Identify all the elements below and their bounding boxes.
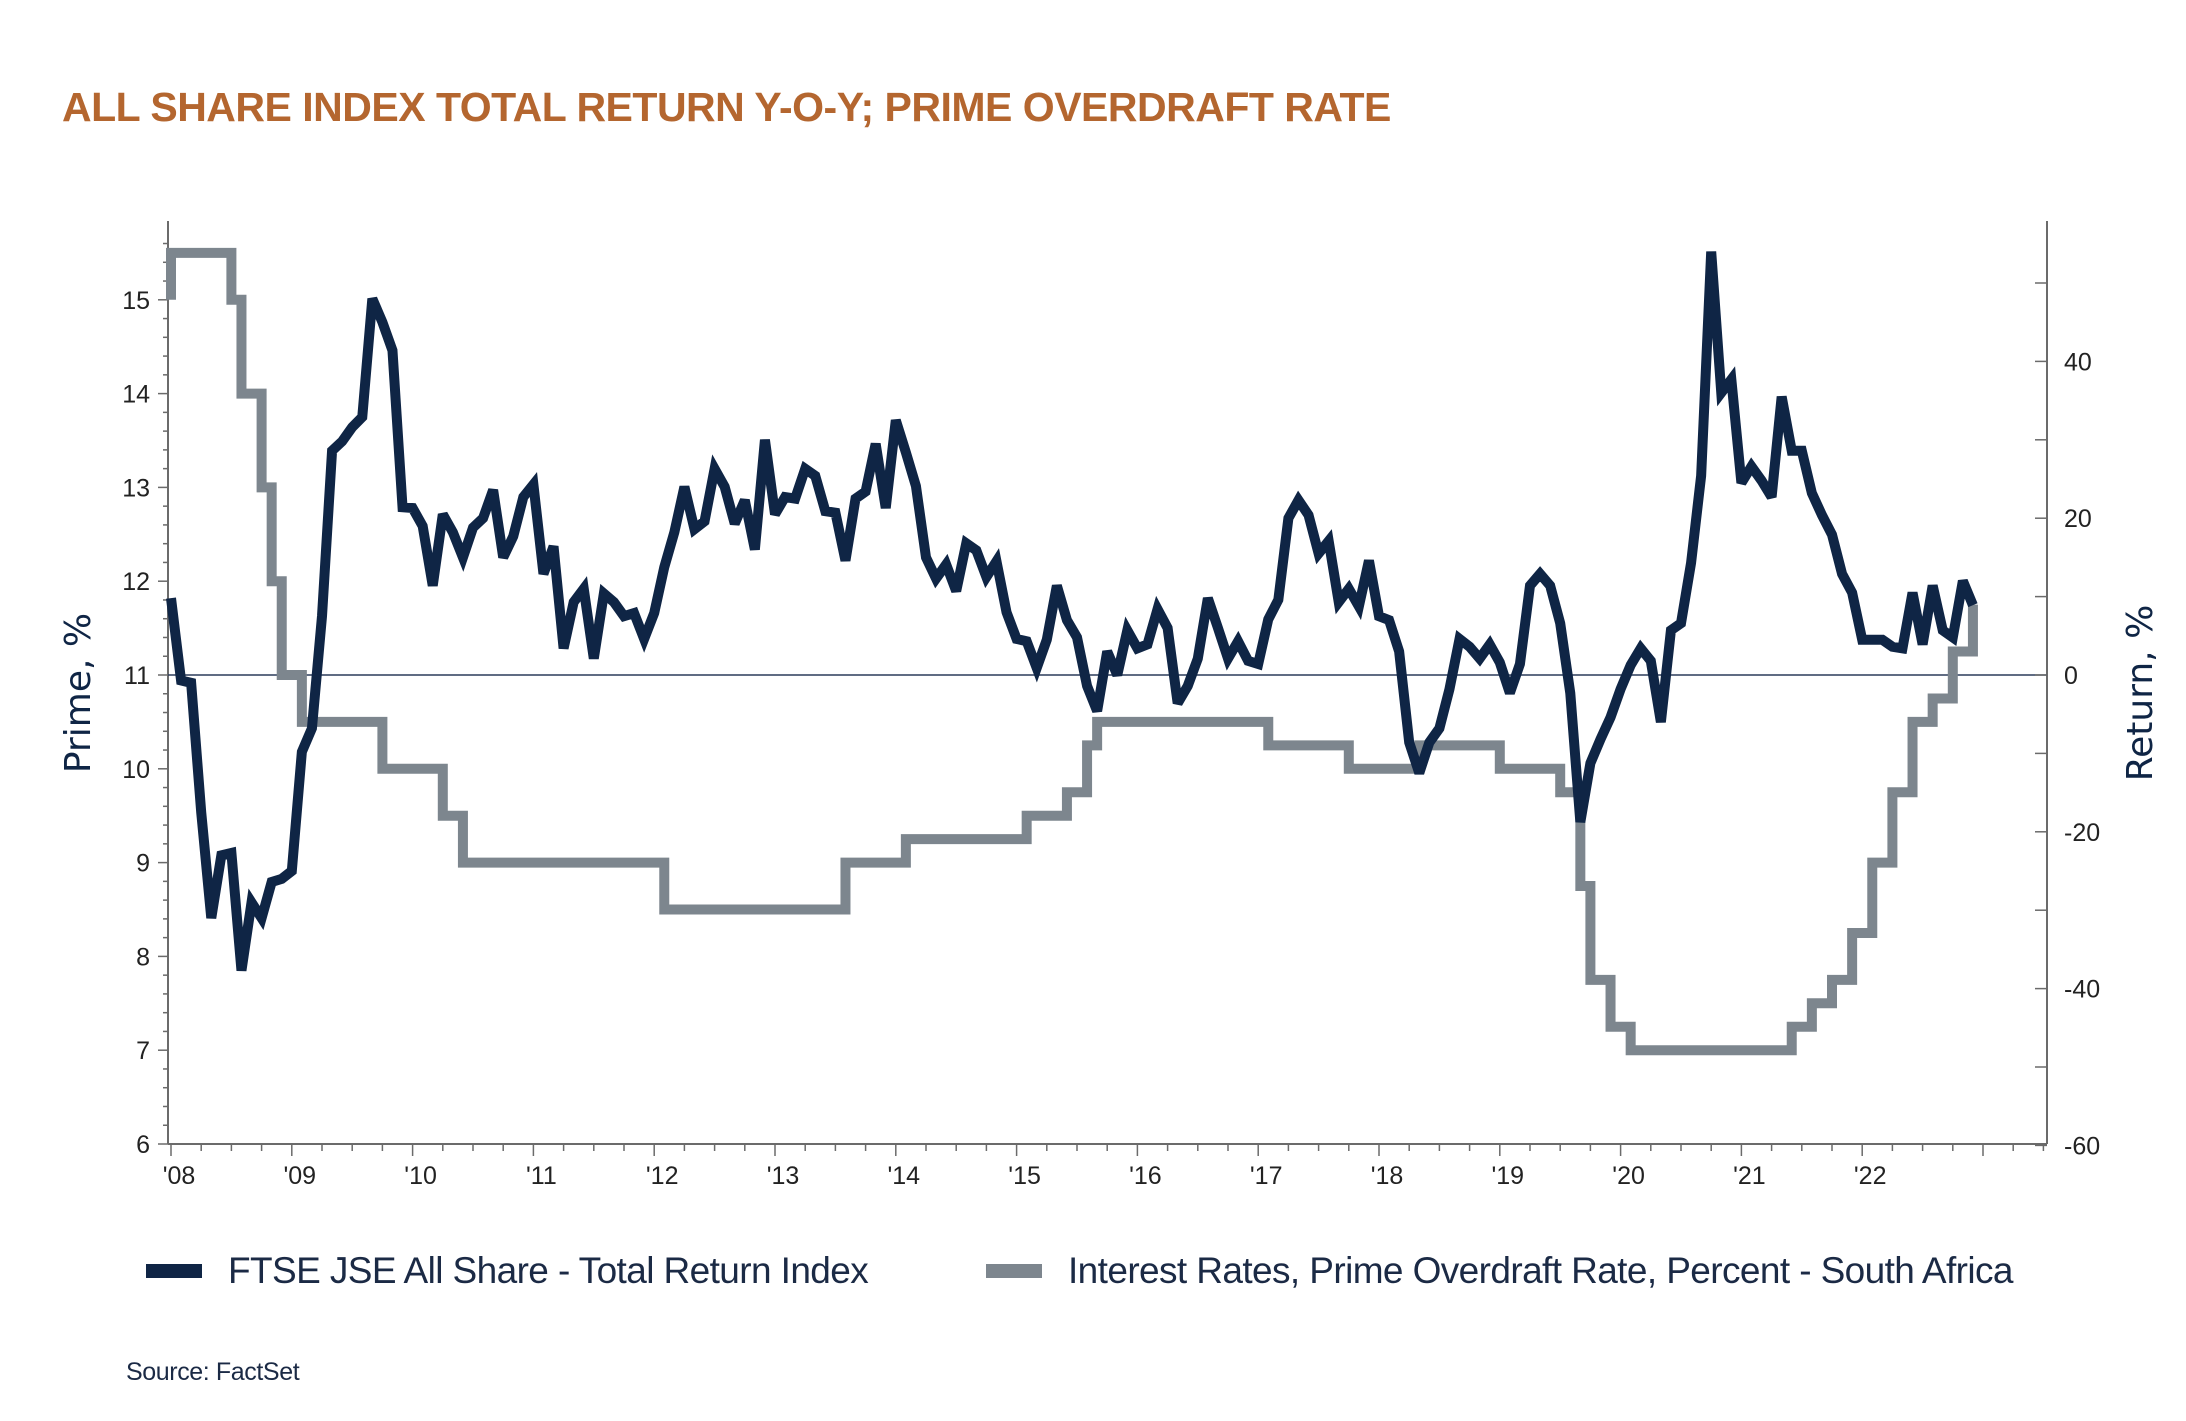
x-tick-label: '13 — [767, 1162, 800, 1190]
right-axis-label: Return, % — [2120, 605, 2161, 782]
prime-series — [166, 247, 1978, 1056]
left-tick-label: 7 — [136, 1037, 150, 1065]
left-tick-label: 13 — [122, 474, 150, 502]
x-tick-label: '19 — [1492, 1162, 1525, 1190]
x-tick-label: '17 — [1250, 1162, 1283, 1190]
x-tick-label: '11 — [526, 1162, 557, 1190]
left-tick-label: 12 — [122, 568, 150, 596]
legend-item-prime: Interest Rates, Prime Overdraft Rate, Pe… — [986, 1250, 2014, 1292]
right-tick-label: 20 — [2064, 505, 2092, 533]
x-tick-label: '12 — [646, 1162, 679, 1190]
x-tick-label: '08 — [163, 1162, 196, 1190]
right-tick-label: -60 — [2064, 1132, 2100, 1160]
return-line — [166, 251, 1978, 972]
x-tick-label: '15 — [1008, 1162, 1041, 1190]
x-tick-label: '18 — [1371, 1162, 1404, 1190]
legend-swatch-prime — [986, 1264, 1042, 1278]
left-tick-label: 8 — [136, 943, 150, 971]
left-tick-label: 14 — [122, 381, 150, 409]
left-tick-label: 9 — [136, 850, 150, 878]
left-axis-label: Prime, % — [58, 613, 99, 773]
x-tick-label: '10 — [404, 1162, 437, 1190]
x-tick-label: '22 — [1854, 1162, 1887, 1190]
source-note: Source: FactSet — [126, 1358, 300, 1386]
legend-label-return: FTSE JSE All Share - Total Return Index — [228, 1250, 869, 1291]
x-tick-label: '21 — [1733, 1162, 1766, 1190]
x-tick-label: '16 — [1129, 1162, 1162, 1190]
left-tick-label: 11 — [124, 662, 150, 690]
left-tick-label: 15 — [122, 287, 150, 315]
legend-item-return: FTSE JSE All Share - Total Return Index — [146, 1250, 869, 1292]
right-tick-label: -40 — [2064, 976, 2100, 1004]
left-tick-label: 6 — [136, 1131, 150, 1159]
prime-line — [166, 247, 1978, 1056]
right-tick-label: -20 — [2064, 819, 2100, 847]
right-tick-label: 40 — [2064, 348, 2092, 376]
x-tick-label: '20 — [1612, 1162, 1645, 1190]
chart-title: ALL SHARE INDEX TOTAL RETURN Y-O-Y; PRIM… — [62, 84, 1391, 130]
axes: 6 7 8 9 10 11 12 13 14 15 -60 -40 -20 0 20 40 '08 '09 '10 '… — [122, 221, 2100, 1190]
return-series — [166, 251, 1978, 972]
left-tick-label: 10 — [122, 756, 150, 784]
x-tick-label: '14 — [888, 1162, 921, 1190]
x-tick-label: '09 — [284, 1162, 317, 1190]
legend-swatch-return — [146, 1264, 202, 1278]
legend-label-prime: Interest Rates, Prime Overdraft Rate, Pe… — [1068, 1250, 2014, 1291]
right-tick-label: 0 — [2064, 662, 2078, 690]
